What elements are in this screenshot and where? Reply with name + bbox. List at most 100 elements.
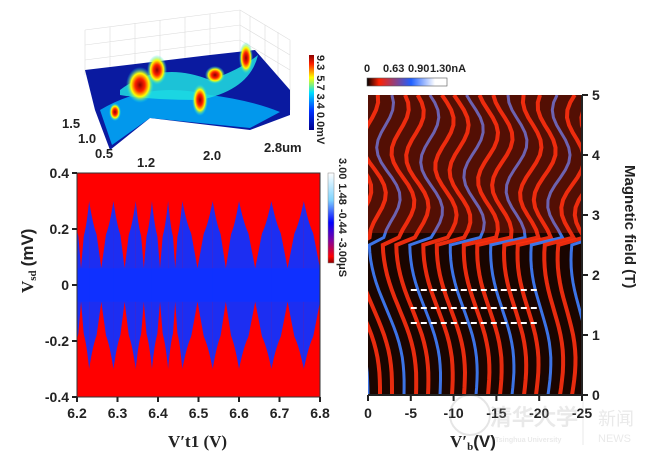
inset-axis-labels: 1.5 1.0 0.5 1.2 2.0 2.8um [62, 116, 302, 170]
blockade-diamond-top [184, 195, 211, 269]
svg-text:NEWS: NEWS [598, 433, 631, 445]
surface-peak [239, 42, 253, 74]
surface-peak [126, 67, 154, 103]
conductance-stripe [461, 95, 501, 395]
left-y-tick-label: -0.2 [45, 333, 69, 349]
left-x-tick-label: 6.8 [310, 405, 330, 421]
blockade-diamond-top [273, 195, 302, 269]
blockade-diamond-bottom [115, 301, 134, 375]
left-y-tick-label: -0.4 [45, 389, 69, 405]
coulomb-lobe [135, 201, 152, 369]
svg-text:0.90: 0.90 [408, 63, 429, 75]
conductance-stripe [408, 95, 444, 395]
blockade-diamond-top [115, 195, 134, 269]
left-y-tick-label: 0 [61, 277, 69, 293]
conductance-stripe [515, 95, 558, 395]
surface-peak [147, 55, 167, 85]
watermark-logo: 清华大学 Tsinghua University 新闻 NEWS [449, 394, 634, 445]
svg-text:清华大学: 清华大学 [490, 405, 578, 430]
coulomb-lobe [182, 201, 213, 369]
conductance-stripe [368, 95, 406, 395]
right-y-tick-label: 4 [592, 147, 600, 163]
left-x-tick-label: 6.7 [270, 405, 290, 421]
left-x-tick-label: 6.5 [189, 405, 209, 421]
left-colorbar-labels: 3.001.48-0.44-3.00μS [336, 158, 348, 277]
right-x-tick-label: -15 [486, 405, 506, 421]
conductance-stripe [0, 95, 20, 395]
conductance-stripe [529, 95, 572, 395]
blockade-diamond-top [137, 195, 150, 269]
right-x-tick-label: -20 [529, 405, 549, 421]
svg-text:新闻: 新闻 [598, 409, 634, 429]
blockade-diamond-top [153, 195, 167, 269]
svg-text:1.30nA: 1.30nA [430, 63, 466, 75]
coulomb-lobe [113, 201, 136, 369]
blockade-diamond-top [214, 195, 237, 269]
right-y-axis-label: Magnetic field (T) [621, 165, 638, 288]
blockade-diamond-top [91, 195, 112, 269]
blockade-diamond-bottom [241, 301, 270, 375]
blockade-diamond-bottom [305, 301, 320, 375]
left-y-axis-label: Vsd(mV) [18, 229, 39, 293]
surface-peak [109, 103, 121, 121]
surface-peak [192, 84, 208, 116]
right-x-tick-label: -25 [572, 405, 592, 421]
blockade-diamond-bottom [137, 301, 150, 375]
right-colorbar [366, 77, 448, 87]
svg-text:0.63: 0.63 [383, 63, 404, 75]
blockade-diamond-top [77, 195, 88, 269]
blockade-diamond-bottom [153, 301, 167, 375]
right-y-tick-label: 0 [592, 387, 600, 403]
inset-x-tick: 2.8um [264, 140, 302, 155]
left-x-tick-label: 6.4 [148, 405, 168, 421]
right-x-axis-label: V′b(V) [450, 432, 496, 453]
blockade-diamond-bottom [214, 301, 237, 375]
coulomb-lobe [271, 201, 304, 369]
surface-ridge [100, 90, 280, 145]
inset-y-tick: 1.0 [78, 131, 96, 146]
conductance-stripe [380, 95, 419, 395]
conductance-stripe [489, 95, 529, 395]
left-x-tick-label: 6.2 [67, 405, 87, 421]
left-colorbar [327, 172, 335, 264]
blockade-diamond-bottom [77, 301, 88, 375]
blockade-diamond-bottom [184, 301, 211, 375]
right-x-tick-label: -10 [443, 405, 463, 421]
inset-colorbar-labels: 9.35.73.40.0mV [314, 55, 326, 145]
left-y-tick-label: 0.2 [50, 221, 70, 237]
inset-y-tick: 1.5 [62, 116, 80, 131]
surface-peak [205, 66, 225, 84]
conductance-stripe [448, 95, 486, 395]
surface-ridge-back [120, 55, 258, 100]
conductance-stripe [555, 108, 582, 395]
svg-text:0: 0 [364, 63, 370, 75]
conductance-stripe [0, 95, 8, 395]
coulomb-lobe [151, 201, 169, 369]
conductance-stripe [434, 95, 473, 395]
coulomb-lobe [168, 201, 183, 369]
left-y-tick-label: 0.4 [50, 165, 70, 181]
blockade-diamond-top [170, 195, 181, 269]
conductance-stripe [394, 95, 431, 395]
conductance-stripe [421, 95, 459, 395]
right-x-tick-label: -5 [405, 405, 418, 421]
right-y-tick-label: 5 [592, 87, 600, 103]
inset-x-tick: 1.2 [137, 155, 155, 170]
blockade-diamond-bottom [273, 301, 302, 375]
right-y-tick-label: 1 [592, 327, 600, 343]
conductance-stripe [569, 240, 582, 326]
conductance-stripe [368, 173, 382, 395]
right-x-tick-label: 0 [364, 405, 372, 421]
conductance-stripe [638, 95, 650, 395]
left-x-tick-label: 6.6 [229, 405, 249, 421]
inset-y-tick: 0.5 [95, 146, 113, 161]
high-field-region [368, 95, 582, 233]
right-y-tick-label: 3 [592, 207, 600, 223]
conductance-stripe [542, 95, 582, 395]
inset-3d-surface [84, 9, 291, 150]
coulomb-lobe [239, 201, 272, 369]
coulomb-lobe [212, 201, 239, 369]
coulomb-lobe [89, 201, 114, 369]
